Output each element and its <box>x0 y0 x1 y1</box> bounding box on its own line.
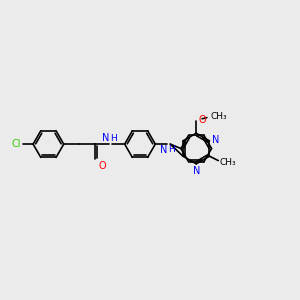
Text: CH₃: CH₃ <box>210 112 227 121</box>
Text: O: O <box>199 115 206 125</box>
Text: N: N <box>193 166 200 176</box>
Text: H: H <box>110 134 117 142</box>
Text: N: N <box>102 133 109 142</box>
Text: Cl: Cl <box>11 139 21 149</box>
Text: O: O <box>98 161 106 171</box>
Text: N: N <box>160 145 167 155</box>
Text: N: N <box>212 135 219 145</box>
Text: CH₃: CH₃ <box>220 158 236 166</box>
Text: H: H <box>169 145 175 154</box>
